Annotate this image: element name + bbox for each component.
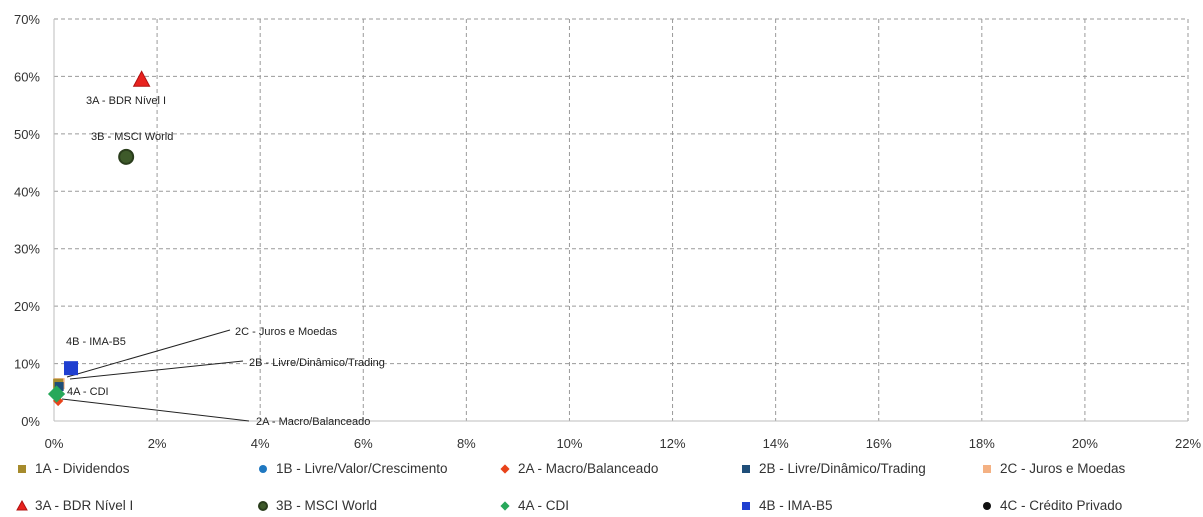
data-label: 4B - IMA-B5	[66, 336, 126, 348]
x-tick-label: 4%	[251, 436, 270, 451]
y-tick-label: 50%	[14, 127, 40, 142]
legend-marker-shape	[259, 464, 267, 473]
legend-label: 1B - Livre/Valor/Crescimento	[276, 461, 448, 476]
x-tick-label: 22%	[1175, 436, 1201, 451]
y-tick-label: 40%	[14, 184, 40, 199]
legend-marker-shape	[258, 500, 268, 511]
legend-marker	[500, 463, 510, 474]
data-annotations: 3A - BDR Nível I 3B - MSCI World 4B - IMA-…	[66, 95, 385, 428]
legend-item: 4C - Crédito Privado	[981, 498, 1122, 513]
legend-item: 2C - Juros e Moedas	[981, 461, 1125, 476]
y-tick-label: 0%	[21, 414, 40, 429]
legend-marker	[16, 499, 28, 510]
legend-marker	[742, 464, 750, 473]
legend-label: 3B - MSCI World	[276, 498, 378, 513]
y-tick-label: 60%	[14, 69, 40, 84]
legend-marker	[18, 464, 26, 473]
data-label: 2A - Macro/Balanceado	[256, 416, 370, 428]
data-point	[47, 385, 66, 403]
x-tick-label: 0%	[45, 436, 64, 451]
legend-marker-shape	[983, 501, 991, 510]
legend-label: 2A - Macro/Balanceado	[518, 461, 659, 476]
x-tick-label: 14%	[763, 436, 789, 451]
legend-item: 4B - IMA-B5	[740, 498, 833, 513]
annotation-leader	[61, 398, 250, 422]
gridlines	[54, 18, 1189, 421]
legend-label: 1A - Dividendos	[35, 461, 130, 476]
legend-label: 4B - IMA-B5	[759, 498, 833, 513]
legend-label: 2C - Juros e Moedas	[1000, 461, 1126, 476]
legend-item: 1B - Livre/Valor/Crescimento	[257, 461, 448, 476]
axes	[53, 19, 1188, 422]
data-point	[118, 148, 135, 165]
legend-item: 1A - Dividendos	[16, 461, 130, 476]
legend-marker-shape	[500, 463, 510, 474]
x-tick-label: 10%	[556, 436, 582, 451]
legend-item: 3B - MSCI World	[257, 498, 377, 513]
legend-marker	[259, 464, 267, 473]
x-tick-label: 18%	[969, 436, 995, 451]
legend-marker-shape	[742, 464, 750, 473]
legend-marker	[258, 500, 268, 511]
y-tick-label: 10%	[14, 357, 40, 372]
annotation-leader-lines	[61, 329, 250, 422]
data-point	[132, 70, 151, 87]
legend-marker-shape	[983, 464, 991, 473]
x-tick-label: 20%	[1072, 436, 1098, 451]
legend-label: 2B - Livre/Dinâmico/Trading	[759, 461, 926, 476]
annotation-leader	[66, 329, 231, 378]
legend-label: 3A - BDR Nível I	[35, 498, 134, 513]
data-label: 2C - Juros e Moedas	[235, 326, 338, 338]
legend-marker-shape	[742, 501, 750, 510]
data-label: 4A - CDI	[67, 386, 109, 398]
data-points	[47, 70, 151, 407]
legend-label: 4A - CDI	[518, 498, 570, 513]
legend-marker-shape	[18, 464, 26, 473]
x-tick-label: 12%	[660, 436, 686, 451]
y-tick-labels: 0% 10% 20% 30% 40% 50% 60% 70%	[14, 12, 40, 429]
legend-item: 2A - Macro/Balanceado	[499, 461, 658, 476]
y-tick-label: 20%	[14, 299, 40, 314]
legend-marker	[983, 464, 991, 473]
data-point	[64, 361, 79, 376]
legend-item: 2B - Livre/Dinâmico/Trading	[740, 461, 926, 476]
x-tick-label: 6%	[354, 436, 373, 451]
data-point	[54, 382, 64, 392]
x-tick-label: 16%	[866, 436, 892, 451]
annotation-leader	[69, 360, 244, 380]
legend-marker	[742, 501, 750, 510]
x-tick-labels: 0% 2% 4% 6% 8% 10% 12% 14% 16% 18% 20% 22%	[45, 436, 1202, 451]
data-label: 3A - BDR Nível I	[86, 95, 166, 107]
legend-marker	[500, 500, 510, 511]
legend-marker-shape	[500, 500, 510, 511]
legend-label: 4C - Crédito Privado	[1000, 498, 1123, 513]
legend: 1A - Dividendos 1B - Livre/Valor/Crescime…	[0, 455, 1203, 517]
y-tick-label: 30%	[14, 242, 40, 257]
data-label: 2B - Livre/Dinâmico/Trading	[249, 357, 385, 369]
y-tick-label: 70%	[14, 12, 40, 27]
legend-marker-shape	[16, 499, 28, 510]
x-tick-label: 2%	[148, 436, 167, 451]
legend-item: 4A - CDI	[499, 498, 569, 513]
scatter-chart: 0% 10% 20% 30% 40% 50% 60% 70% 0% 2% 4% 6% 8% 10% 12%…	[14, 12, 1202, 451]
x-tick-label: 8%	[457, 436, 476, 451]
legend-item: 3A - BDR Nível I	[16, 498, 133, 513]
data-label: 3B - MSCI World	[91, 131, 173, 143]
legend-marker	[983, 501, 991, 510]
